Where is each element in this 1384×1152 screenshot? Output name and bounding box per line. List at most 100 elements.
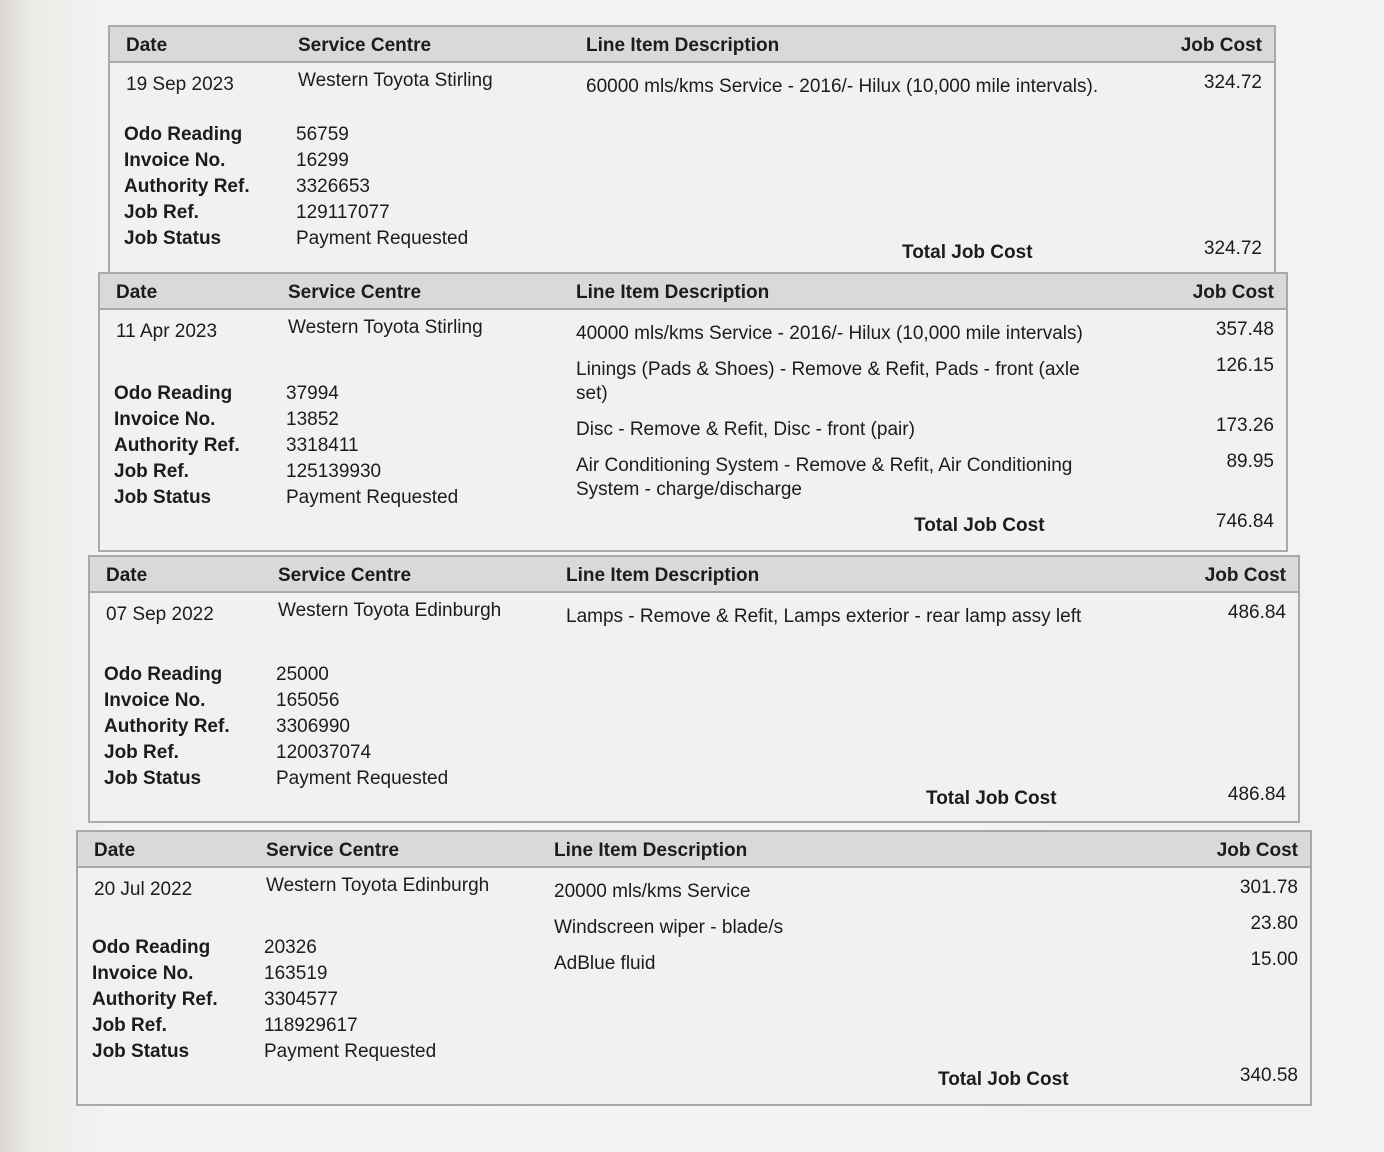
job_ref-value: 125139930 [286, 461, 382, 482]
line-item-description: Linings (Pads & Shoes) - Remove & Refit,… [576, 359, 1080, 404]
invoice-value: 163519 [264, 963, 328, 984]
total-job-cost-label: Total Job Cost [926, 788, 1057, 809]
line-items-list: 40000 mls/kms Service - 2016/- Hilux (10… [576, 318, 1274, 510]
header-date: Date [126, 35, 168, 56]
line-item-row: 40000 mls/kms Service - 2016/- Hilux (10… [576, 318, 1274, 346]
status-value: Payment Requested [286, 487, 459, 508]
job-record: Date Service Centre Line Item Description J… [98, 272, 1288, 552]
header-row: Date Service Centre Line Item Description J… [100, 274, 1286, 310]
line-items-list: 20000 mls/kms Service 301.78 Windscreen wi… [554, 876, 1298, 984]
header-service-centre: Service Centre [298, 35, 432, 56]
line-item-row: Windscreen wiper - blade/s 23.80 [554, 912, 1298, 940]
service-centre-value: Western Toyota Edinburgh [266, 875, 490, 896]
line-item-row: AdBlue fluid 15.00 [554, 948, 1298, 976]
total-job-cost-label: Total Job Cost [914, 515, 1045, 536]
job_ref-label: Job Ref. [92, 1015, 167, 1036]
line-item-description: 60000 mls/kms Service - 2016/- Hilux (10… [586, 76, 1099, 97]
total-job-cost-value: 486.84 [1227, 784, 1286, 805]
invoice-label: Invoice No. [114, 409, 216, 430]
job-record: Date Service Centre Line Item Description J… [88, 555, 1300, 823]
line-item-row: Disc - Remove & Refit, Disc - front (pai… [576, 414, 1274, 442]
status-label: Job Status [114, 487, 212, 508]
authority-label: Authority Ref. [104, 716, 230, 737]
date-value: 07 Sep 2022 [106, 604, 214, 625]
line-item-cost: 301.78 [1239, 877, 1298, 898]
odo-value: 25000 [276, 664, 329, 685]
job-record: Date Service Centre Line Item Description J… [108, 25, 1276, 281]
header-service-centre: Service Centre [278, 565, 412, 586]
date-value: 19 Sep 2023 [126, 74, 234, 95]
line-item-description: Air Conditioning System - Remove & Refit… [576, 455, 1073, 500]
header-row: Date Service Centre Line Item Description J… [90, 557, 1298, 593]
invoice-label: Invoice No. [92, 963, 194, 984]
odo-label: Odo Reading [92, 937, 211, 958]
job_ref-value: 118929617 [264, 1015, 358, 1036]
line-item-row: Air Conditioning System - Remove & Refit… [576, 450, 1274, 502]
service-centre-value: Western Toyota Edinburgh [278, 600, 502, 621]
job_ref-value: 120037074 [276, 742, 372, 763]
status-value: Payment Requested [296, 228, 469, 249]
line-item-cost: 324.72 [1203, 72, 1262, 93]
status-label: Job Status [124, 228, 222, 249]
date-value: 11 Apr 2023 [116, 321, 218, 342]
line-items-list: 60000 mls/kms Service - 2016/- Hilux (10… [586, 71, 1262, 107]
header-row: Date Service Centre Line Item Description J… [110, 27, 1274, 63]
status-label: Job Status [92, 1041, 190, 1062]
authority-value: 3306990 [276, 716, 350, 737]
invoice-label: Invoice No. [124, 150, 226, 171]
line-item-cost: 23.80 [1250, 913, 1298, 934]
line-item-description: Disc - Remove & Refit, Disc - front (pai… [576, 419, 915, 440]
odo-label: Odo Reading [104, 664, 223, 685]
header-date: Date [106, 565, 148, 586]
job_ref-label: Job Ref. [104, 742, 179, 763]
invoice-label: Invoice No. [104, 690, 206, 711]
job-record: Date Service Centre Line Item Description J… [76, 830, 1312, 1106]
line-item-description: AdBlue fluid [554, 953, 656, 974]
header-line-item-description: Line Item Description [586, 35, 780, 56]
line-items-list: Lamps - Remove & Refit, Lamps exterior -… [566, 601, 1286, 637]
header-line-item-description: Line Item Description [554, 840, 748, 861]
line-item-description: 40000 mls/kms Service - 2016/- Hilux (10… [576, 323, 1083, 344]
line-item-cost: 357.48 [1215, 319, 1274, 340]
odo-value: 37994 [286, 383, 339, 404]
authority-value: 3326653 [296, 176, 370, 197]
line-item-cost: 173.26 [1215, 415, 1274, 436]
header-service-centre: Service Centre [288, 282, 422, 303]
date-value: 20 Jul 2022 [94, 879, 193, 900]
header-job-cost: Job Cost [1192, 282, 1274, 303]
header-date: Date [94, 840, 136, 861]
line-item-cost: 89.95 [1226, 451, 1274, 472]
status-value: Payment Requested [264, 1041, 437, 1062]
line-item-row: Linings (Pads & Shoes) - Remove & Refit,… [576, 354, 1274, 406]
service-centre-value: Western Toyota Stirling [288, 317, 483, 338]
odo-label: Odo Reading [114, 383, 233, 404]
total-job-cost-label: Total Job Cost [938, 1069, 1069, 1090]
total-job-cost-value: 324.72 [1203, 238, 1262, 259]
status-value: Payment Requested [276, 768, 449, 789]
job_ref-value: 129117077 [296, 202, 390, 223]
odo-value: 56759 [296, 124, 349, 145]
line-item-cost: 486.84 [1227, 602, 1286, 623]
line-item-row: Lamps - Remove & Refit, Lamps exterior -… [566, 601, 1286, 629]
job_ref-label: Job Ref. [114, 461, 189, 482]
total-job-cost-label: Total Job Cost [902, 242, 1033, 263]
line-item-cost: 126.15 [1215, 355, 1274, 376]
odo-value: 20326 [264, 937, 317, 958]
authority-label: Authority Ref. [92, 989, 218, 1010]
line-item-row: 60000 mls/kms Service - 2016/- Hilux (10… [586, 71, 1262, 99]
header-job-cost: Job Cost [1204, 565, 1286, 586]
authority-value: 3304577 [264, 989, 338, 1010]
total-job-cost-value: 746.84 [1215, 511, 1274, 532]
header-line-item-description: Line Item Description [566, 565, 760, 586]
authority-value: 3318411 [286, 435, 359, 456]
header-job-cost: Job Cost [1216, 840, 1298, 861]
job_ref-label: Job Ref. [124, 202, 199, 223]
header-line-item-description: Line Item Description [576, 282, 770, 303]
line-item-description: 20000 mls/kms Service [554, 881, 751, 902]
authority-label: Authority Ref. [124, 176, 250, 197]
invoice-value: 165056 [276, 690, 340, 711]
odo-label: Odo Reading [124, 124, 243, 145]
header-service-centre: Service Centre [266, 840, 400, 861]
line-item-row: 20000 mls/kms Service 301.78 [554, 876, 1298, 904]
header-date: Date [116, 282, 158, 303]
